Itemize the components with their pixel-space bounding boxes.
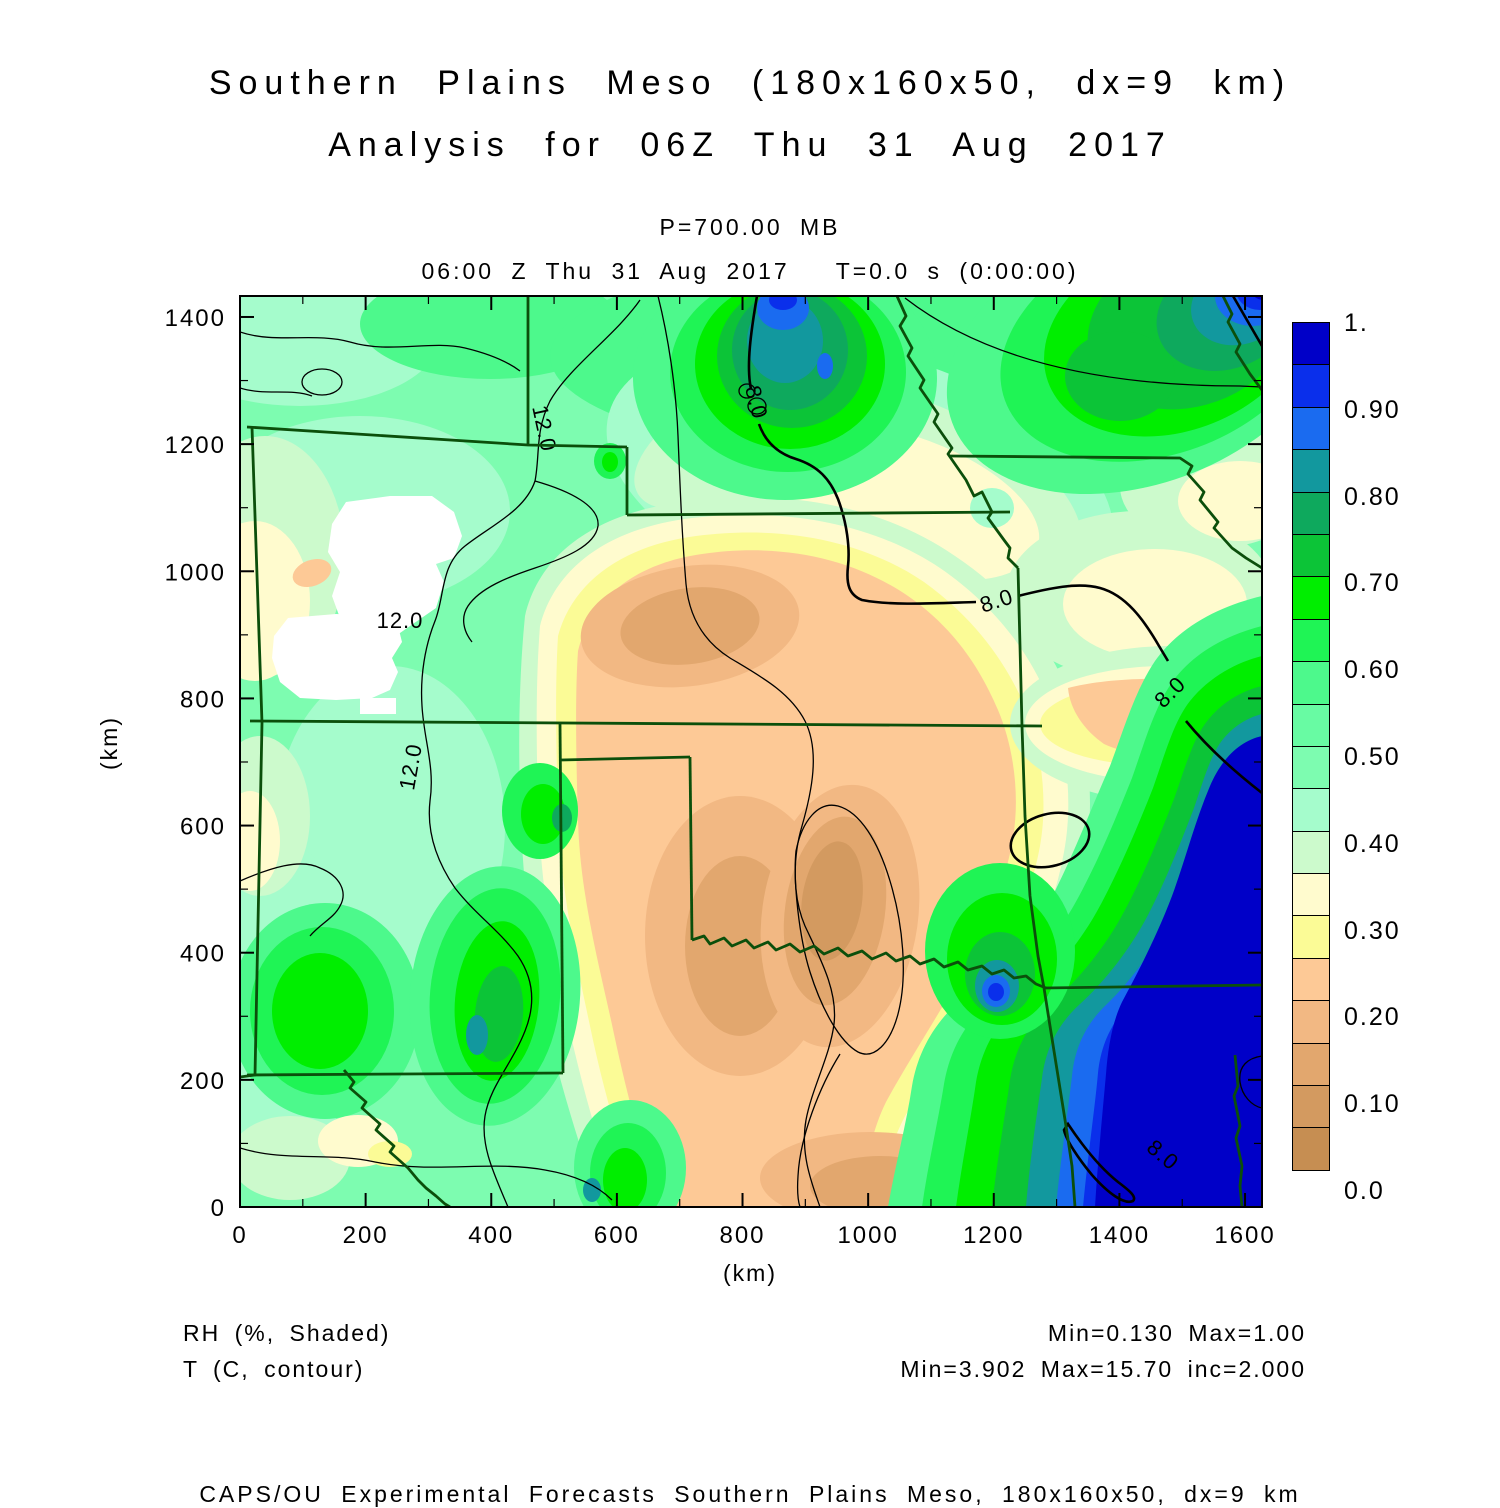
tick-label: 1200 [165,432,226,459]
colorbar-cell [1292,703,1330,747]
legend-contour-label: T (C, contour) [183,1356,365,1382]
level-label: P=700.00 MB [659,214,841,240]
colorbar-tick-label: 0.90 [1344,395,1401,424]
state-borders [240,296,1262,1207]
colorbar-cell [1292,957,1330,1002]
colorbar-tick-label: 0.40 [1344,829,1401,858]
stats-shaded: Min=0.130 Max=1.00 [1047,1320,1306,1346]
stats-contour: Min=3.902 Max=15.70 inc=2.000 [900,1356,1306,1382]
rh-shading [240,296,1262,1207]
colorbar-cell [1292,364,1330,408]
contour-label-12: 12.0 [377,608,424,633]
tick-label: 400 [468,1222,514,1249]
tick-label: 0 [232,1222,247,1249]
colorbar-cell [1292,1085,1330,1129]
colorbar-cell [1292,322,1330,366]
tick-label: 1000 [837,1222,898,1249]
axis-ticks [239,296,1262,1208]
colorbar-tick-label: 0.60 [1344,656,1401,685]
colorbar-cell [1292,661,1330,705]
colorbar-tick-label: 0.50 [1344,743,1401,771]
tick-label: 600 [180,814,226,841]
colorbar-tick-label: 1. [1344,309,1369,337]
time-line: 06:00 Z Thu 31 Aug 2017 T=0.0 s (0:00:00) [0,258,1500,285]
colorbar-cell [1292,406,1330,451]
analysis-map: 12.0 12.0 12.0 8.0 8.0 8.0 8.0 [165,295,1275,1249]
colorbar-cell [1292,788,1330,832]
colorbar-tick-label: 0.30 [1344,916,1401,945]
colorbar-tick-label: 0.70 [1344,569,1401,598]
tick-label: 400 [180,941,226,968]
footer-text: CAPS/OU Experimental Forecasts Southern … [199,1481,1301,1507]
colorbar-cell [1292,873,1330,917]
colorbar-cell [1292,1127,1330,1171]
tick-label: 200 [343,1222,389,1249]
tick-label: 1400 [165,305,226,332]
colorbar: 1. 0.90 0.80 0.70 0.60 0.50 0.40 0.30 0.20 0.10 0.… [1292,309,1399,1205]
colorbar-tick-label: 0.0 [1344,1177,1385,1205]
colorbar-cell [1292,533,1330,578]
tick-label: 1200 [963,1222,1024,1249]
colorbar-cell [1292,576,1330,620]
colorbar-cell [1292,830,1330,875]
legend-shaded-label: RH (%, Shaded) [183,1320,391,1346]
temperature-contours [240,296,1262,1207]
tick-label: 200 [180,1068,226,1095]
tick-label: 1000 [165,559,226,586]
colorbar-tick-label: 0.20 [1344,1003,1401,1032]
colorbar-cell [1292,1042,1330,1087]
y-axis-title: (km) [96,716,122,770]
colorbar-cell [1292,618,1330,663]
tick-label: 600 [594,1222,640,1249]
colorbar-cell [1292,449,1330,493]
tick-label: 1600 [1214,1222,1275,1249]
colorbar-cell [1292,1000,1330,1044]
colorbar-tick-label: 0.10 [1344,1090,1401,1119]
tick-label: 800 [180,686,226,713]
contour-value-labels: 12.0 12.0 12.0 8.0 8.0 8.0 8.0 [377,383,1191,1175]
axis-tick-labels: 0 200 400 600 800 1000 1200 1400 1600 0 200 400 600 8… [165,305,1275,1249]
tick-label: 0 [211,1195,226,1222]
page-title-line2: Analysis for 06Z Thu 31 Aug 2017 [328,126,1172,164]
valid-time-label: 06:00 Z Thu 31 Aug 2017 [421,258,790,284]
colorbar-cell [1292,745,1330,790]
x-axis-title: (km) [723,1260,777,1286]
colorbar-tick-label: 0.80 [1344,482,1401,511]
tick-label: 800 [719,1222,765,1249]
colorbar-cell [1292,491,1330,535]
page-title-line1: Southern Plains Meso (180x160x50, dx=9 k… [208,64,1292,102]
tick-label: 1400 [1089,1222,1150,1249]
step-label: T=0.0 s (0:00:00) [835,258,1079,284]
colorbar-cell [1292,915,1330,959]
missing-data-blobs [272,496,462,714]
map-frame [239,295,1263,1208]
